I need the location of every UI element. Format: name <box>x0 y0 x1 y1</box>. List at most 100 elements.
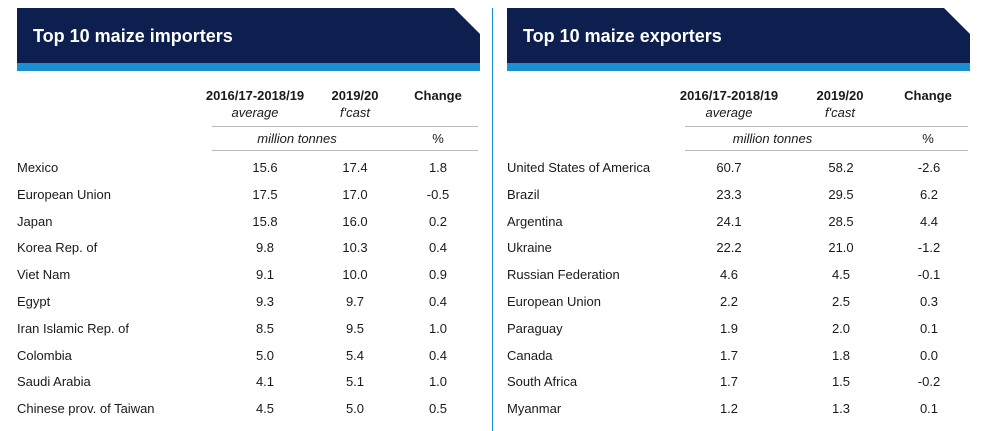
exporters-cell-avg: 2.2 <box>719 293 739 309</box>
exporters-table-row: Ukraine 22.2 21.0 -1.2 <box>507 234 970 261</box>
importers-cell-change: 0.9 <box>428 267 448 283</box>
importers-cell-fcast: 5.0 <box>345 401 365 417</box>
importers-cell-fcast: 17.0 <box>342 186 368 202</box>
importers-cell-avg: 9.8 <box>255 240 275 256</box>
importers-cell-country: Chinese prov. of Taiwan <box>17 401 155 417</box>
importers-cell-avg: 15.6 <box>252 160 278 175</box>
importers-cell-change: -0.5 <box>426 186 450 202</box>
importers-table-body: Mexico 15.6 17.4 1.8 European Union 17.5 17.0 -… <box>17 154 480 422</box>
importers-col-forecast-header: 2019/20 f'cast <box>331 88 379 120</box>
exporters-cell-country: Russian Federation <box>507 267 620 283</box>
importers-cell-fcast: 9.5 <box>345 320 365 336</box>
importers-cell-country: Japan <box>17 213 53 229</box>
exporters-table-row: Paraguay 1.9 2.0 0.1 <box>507 315 970 342</box>
exporters-cell-avg: 4.6 <box>719 267 739 283</box>
importers-table-row: Chinese prov. of Taiwan 4.5 5.0 0.5 <box>17 395 480 422</box>
exporters-cell-avg: 22.2 <box>716 240 742 256</box>
exporters-col-forecast-header: 2019/20 f'cast <box>816 88 864 120</box>
exporters-cell-fcast: 29.5 <box>828 186 854 202</box>
importers-cell-fcast: 9.7 <box>345 293 365 309</box>
exporters-table-row: Myanmar 1.2 1.3 0.1 <box>507 395 970 422</box>
exporters-cell-change: -0.2 <box>917 374 941 390</box>
importers-percent-label: % <box>432 131 444 146</box>
exporters-table-row: European Union 2.2 2.5 0.3 <box>507 288 970 315</box>
exporters-panel: Top 10 maize exporters 2016/17-2018/19 a… <box>507 0 970 431</box>
exporters-cell-avg: 1.2 <box>719 401 739 417</box>
importers-cell-country: Mexico <box>17 160 59 175</box>
importers-col-average-header: 2016/17-2018/19 average <box>205 88 305 120</box>
exporters-cell-change: -2.6 <box>917 160 941 175</box>
exporters-cell-avg: 60.7 <box>716 160 742 175</box>
importers-cell-avg: 9.1 <box>255 267 275 283</box>
importers-cell-change: 0.4 <box>428 240 448 256</box>
importers-unit-rule <box>212 150 478 151</box>
exporters-cell-change: 0.3 <box>919 293 939 309</box>
importers-cell-country: Korea Rep. of <box>17 240 98 256</box>
exporters-cell-fcast: 58.2 <box>828 160 854 175</box>
exporters-cell-country: United States of America <box>507 160 651 175</box>
exporters-cell-fcast: 4.5 <box>831 267 851 283</box>
exporters-table-row: Argentina 24.1 28.5 4.4 <box>507 208 970 235</box>
panel-divider <box>492 8 493 431</box>
exporters-cell-country: European Union <box>507 293 601 309</box>
importers-cell-avg: 4.1 <box>255 374 275 390</box>
exporters-table-body: United States of America 60.7 58.2 -2.6 Braz… <box>507 154 970 422</box>
exporters-banner: Top 10 maize exporters <box>507 8 970 71</box>
exporters-cell-fcast: 1.8 <box>831 347 851 363</box>
exporters-cell-fcast: 2.5 <box>831 293 851 309</box>
exporters-col-average-header: 2016/17-2018/19 average <box>679 88 779 120</box>
importers-cell-fcast: 10.3 <box>342 240 368 256</box>
importers-cell-change: 1.0 <box>428 374 448 390</box>
exporters-cell-change: 0.1 <box>919 320 939 336</box>
exporters-unit-rule <box>685 150 968 151</box>
exporters-cell-change: 0.1 <box>919 401 939 417</box>
exporters-table-row: United States of America 60.7 58.2 -2.6 <box>507 154 970 181</box>
importers-table-row: Egypt 9.3 9.7 0.4 <box>17 288 480 315</box>
exporters-cell-fcast: 2.0 <box>831 320 851 336</box>
importers-cell-fcast: 5.4 <box>345 347 365 363</box>
exporters-table-row: South Africa 1.7 1.5 -0.2 <box>507 368 970 395</box>
importers-cell-country: Saudi Arabia <box>17 374 91 390</box>
importers-cell-change: 1.0 <box>428 320 448 336</box>
exporters-cell-change: 6.2 <box>919 186 939 202</box>
exporters-cell-country: Canada <box>507 347 553 363</box>
importers-cell-country: Colombia <box>17 347 72 363</box>
importers-cell-fcast: 5.1 <box>345 374 365 390</box>
importers-table-row: Viet Nam 9.1 10.0 0.9 <box>17 261 480 288</box>
importers-cell-change: 0.4 <box>428 347 448 363</box>
exporters-cell-change: -1.2 <box>917 240 941 256</box>
importers-table-row: Colombia 5.0 5.4 0.4 <box>17 342 480 369</box>
importers-cell-country: Egypt <box>17 293 51 309</box>
importers-table-row: European Union 17.5 17.0 -0.5 <box>17 181 480 208</box>
exporters-cell-avg: 23.3 <box>716 186 742 202</box>
importers-col-change-header: Change <box>414 88 462 103</box>
exporters-cell-fcast: 21.0 <box>828 240 854 256</box>
importers-table-row: Iran Islamic Rep. of 8.5 9.5 1.0 <box>17 315 480 342</box>
exporters-table-row: Brazil 23.3 29.5 6.2 <box>507 181 970 208</box>
exporters-cell-change: 0.0 <box>919 347 939 363</box>
importers-header-rule <box>212 126 478 127</box>
importers-title: Top 10 maize importers <box>33 26 233 46</box>
exporters-cell-fcast: 28.5 <box>828 213 854 229</box>
importers-cell-country: Viet Nam <box>17 267 71 283</box>
exporters-cell-change: 4.4 <box>919 213 939 229</box>
importers-unit-label: million tonnes <box>257 131 337 146</box>
exporters-cell-country: Myanmar <box>507 401 562 417</box>
exporters-title: Top 10 maize exporters <box>523 26 722 46</box>
exporters-table-row: Russian Federation 4.6 4.5 -0.1 <box>507 261 970 288</box>
importers-cell-fcast: 17.4 <box>342 160 368 175</box>
exporters-header-rule <box>685 126 968 127</box>
importers-cell-change: 0.5 <box>428 401 448 417</box>
importers-cell-fcast: 10.0 <box>342 267 368 283</box>
importers-banner: Top 10 maize importers <box>17 8 480 71</box>
importers-table-row: Mexico 15.6 17.4 1.8 <box>17 154 480 181</box>
importers-cell-avg: 9.3 <box>255 293 275 309</box>
importers-table-row: Saudi Arabia 4.1 5.1 1.0 <box>17 368 480 395</box>
importers-cell-avg: 8.5 <box>255 320 275 336</box>
exporters-cell-country: Argentina <box>507 213 563 229</box>
importers-panel: Top 10 maize importers 2016/17-2018/19 a… <box>17 0 480 431</box>
importers-cell-change: 1.8 <box>428 160 448 175</box>
exporters-cell-avg: 1.7 <box>719 347 739 363</box>
importers-cell-change: 0.2 <box>428 213 448 229</box>
exporters-table-row: Canada 1.7 1.8 0.0 <box>507 342 970 369</box>
